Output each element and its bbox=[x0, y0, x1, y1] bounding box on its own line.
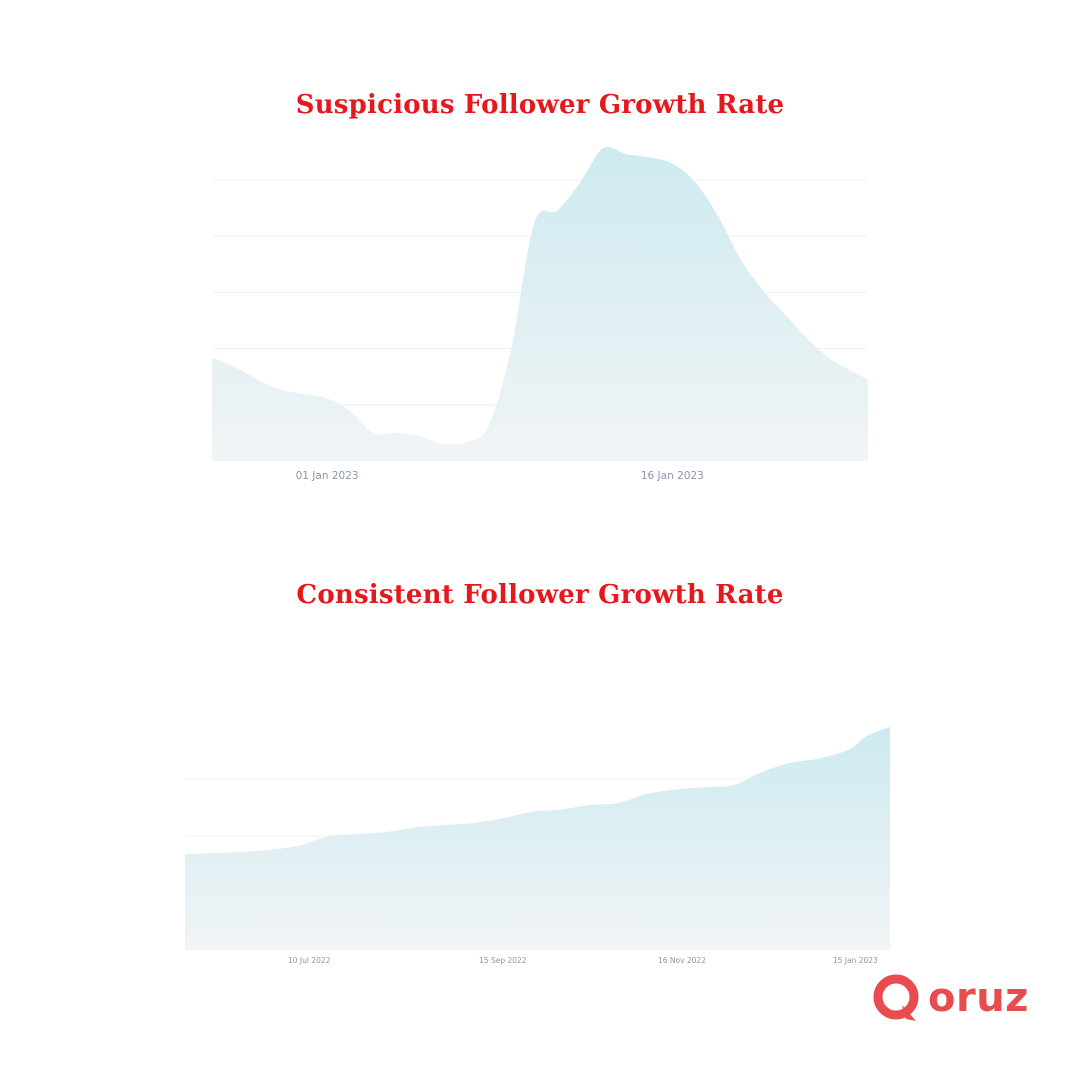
chart-title: Suspicious Follower Growth Rate bbox=[295, 90, 785, 120]
x-tick-label: 01 Jan 2023 bbox=[296, 470, 359, 482]
series-area bbox=[185, 727, 890, 950]
magnifier-q-icon bbox=[873, 974, 919, 1021]
x-tick-label: 15 Jan 2023 bbox=[833, 956, 878, 965]
series-area bbox=[212, 146, 868, 461]
x-tick-label: 16 Nov 2022 bbox=[658, 956, 706, 965]
x-tick-label: 15 Sep 2022 bbox=[479, 956, 527, 965]
chart-title: Consistent Follower Growth Rate bbox=[296, 580, 784, 610]
x-tick-label: 16 Jan 2023 bbox=[641, 470, 704, 482]
consistent-growth-chart: 10 Jul 2022 15 Sep 2022 16 Nov 2022 15 Jan … bbox=[185, 727, 890, 965]
brand-logo: oruz bbox=[872, 970, 1032, 1030]
suspicious-growth-chart: 01 Jan 2023 16 Jan 2023 bbox=[212, 146, 868, 482]
x-tick-label: 10 Jul 2022 bbox=[288, 956, 331, 965]
logo-text: oruz bbox=[928, 975, 1029, 1021]
